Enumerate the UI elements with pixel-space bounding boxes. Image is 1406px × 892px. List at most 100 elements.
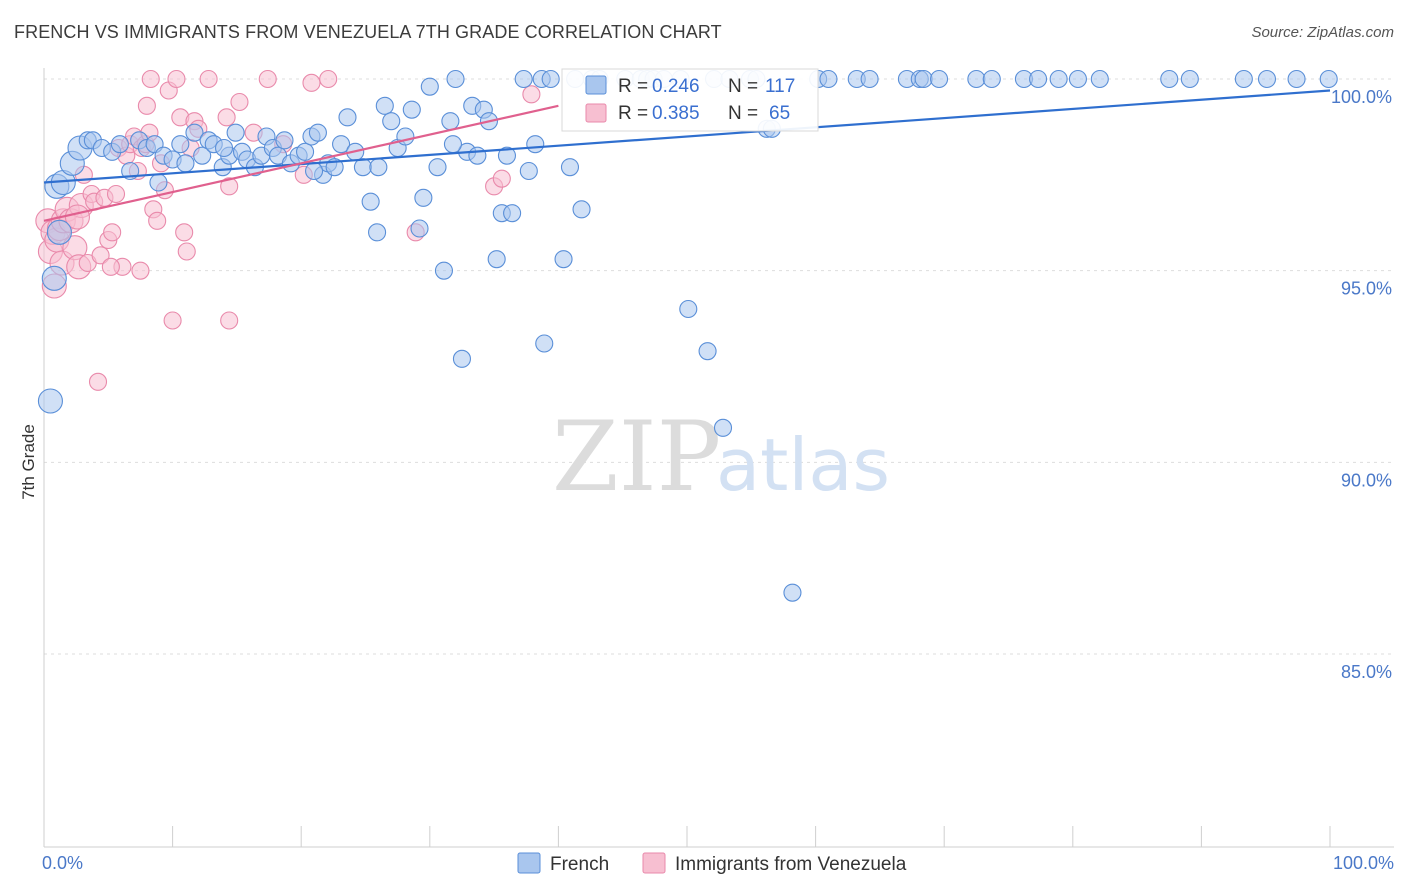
point-french <box>514 69 533 89</box>
point-french <box>332 135 351 154</box>
point-french <box>46 219 72 245</box>
x-ticks <box>43 826 1331 847</box>
point-french <box>1257 69 1277 89</box>
legend-label-french: French <box>550 854 609 875</box>
point-french <box>149 173 168 192</box>
point-french <box>572 200 591 219</box>
point-french <box>1319 69 1338 89</box>
point-french <box>698 342 717 361</box>
point-french <box>1068 69 1087 89</box>
stats-n-value-venezuela: 65 <box>769 103 790 124</box>
point-french <box>860 69 879 89</box>
point-venezuela <box>167 69 186 89</box>
point-french <box>305 161 324 181</box>
point-french <box>382 112 401 131</box>
stats-n-label-french: N = <box>728 76 758 97</box>
stats-n-value-french: 117 <box>765 76 795 97</box>
point-venezuela <box>177 242 196 261</box>
point-french <box>1029 69 1048 89</box>
point-french <box>338 108 357 127</box>
y-tick-label: 85.0% <box>1341 662 1392 682</box>
point-french <box>176 154 195 173</box>
point-french <box>535 334 554 353</box>
point-french <box>1234 69 1253 89</box>
point-french <box>443 135 462 154</box>
watermark-zip: ZIP <box>552 401 721 513</box>
point-french <box>783 583 802 602</box>
point-french <box>541 69 560 89</box>
point-french <box>819 69 838 89</box>
point-french <box>1180 69 1199 89</box>
point-french <box>226 123 245 142</box>
point-french <box>110 135 129 154</box>
point-french <box>414 188 433 207</box>
point-french <box>1287 69 1306 89</box>
point-venezuela <box>101 257 120 276</box>
point-french <box>214 138 234 158</box>
x-tick-label-max: 100.0% <box>1333 853 1394 873</box>
stats-r-value-french: 0.246 <box>652 76 700 97</box>
point-french <box>1160 69 1179 89</box>
point-venezuela <box>217 108 236 127</box>
point-french <box>446 69 465 89</box>
point-french <box>375 96 394 115</box>
point-french <box>275 131 294 150</box>
point-venezuela <box>106 184 126 204</box>
point-venezuela <box>319 69 338 89</box>
legend-swatch-venezuela <box>642 852 666 874</box>
watermark-atlas: atlas <box>716 423 890 507</box>
point-venezuela <box>258 69 277 89</box>
point-french <box>1049 69 1068 89</box>
trend-line-venezuela <box>43 104 559 222</box>
point-venezuela <box>230 92 249 112</box>
point-french <box>468 146 487 165</box>
stats-n-label-venezuela: N = <box>728 103 758 124</box>
series-legend: French Immigrants from Venezuela <box>517 852 907 875</box>
y-axis-title: 7th Grade <box>19 424 38 500</box>
stats-r-value-venezuela: 0.385 <box>652 103 700 124</box>
point-french <box>1090 69 1109 89</box>
point-french <box>441 112 460 131</box>
legend-label-venezuela: Immigrants from Venezuela <box>675 854 907 875</box>
point-venezuela <box>163 311 182 330</box>
point-french <box>526 135 545 154</box>
point-french <box>369 158 388 177</box>
point-french <box>503 204 522 223</box>
point-venezuela <box>175 223 194 242</box>
point-french <box>185 123 204 142</box>
point-french <box>368 223 387 242</box>
point-french <box>410 219 429 238</box>
point-venezuela <box>141 69 160 89</box>
y-tick-label: 90.0% <box>1341 470 1392 490</box>
point-french <box>554 250 573 269</box>
point-venezuela <box>148 211 167 230</box>
stats-swatch-venezuela <box>585 103 607 123</box>
point-french <box>41 265 67 291</box>
point-french <box>361 192 380 211</box>
point-french <box>679 299 698 319</box>
point-french <box>353 158 372 177</box>
y-tick-label: 95.0% <box>1341 279 1392 299</box>
point-french <box>982 69 1001 89</box>
point-french <box>487 250 506 269</box>
point-venezuela <box>302 73 321 92</box>
series-venezuela <box>35 69 541 391</box>
series-french <box>37 69 1338 602</box>
point-french <box>560 158 580 177</box>
point-french <box>428 158 447 177</box>
point-venezuela <box>131 261 150 280</box>
point-french <box>420 77 439 96</box>
stats-r-label-french: R = <box>618 76 648 97</box>
point-french <box>914 69 933 89</box>
point-french <box>452 349 472 368</box>
stats-legend: R = 0.246 N = 117 R = 0.385 N = 65 <box>561 68 819 132</box>
trend-line-french <box>43 89 1331 184</box>
legend-swatch-french <box>517 852 541 874</box>
point-venezuela <box>137 96 156 115</box>
point-venezuela <box>199 69 218 89</box>
point-french <box>434 261 453 280</box>
point-french <box>967 69 986 89</box>
point-french <box>402 100 421 119</box>
point-venezuela <box>522 85 541 104</box>
